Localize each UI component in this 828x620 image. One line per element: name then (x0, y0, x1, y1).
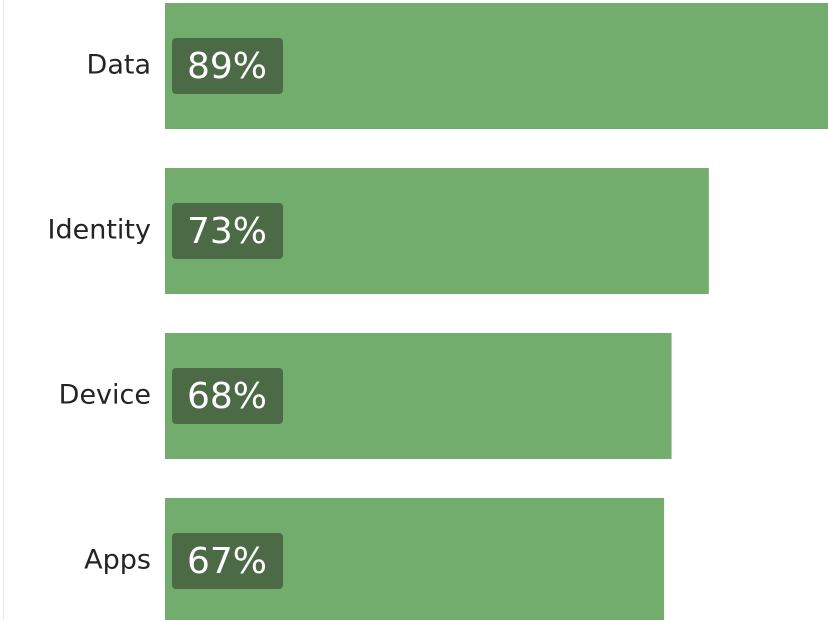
value-label: 67% (187, 541, 267, 582)
category-label: Identity (48, 215, 151, 246)
value-label-background (172, 38, 283, 94)
value-label: 73% (187, 211, 267, 252)
value-label: 68% (187, 376, 267, 417)
value-label-background (172, 368, 283, 424)
category-label: Apps (84, 545, 151, 576)
value-label-background (172, 203, 283, 259)
category-label: Device (59, 380, 151, 411)
category-label: Data (87, 50, 151, 81)
value-label: 89% (187, 46, 267, 87)
value-label-background (172, 533, 283, 589)
